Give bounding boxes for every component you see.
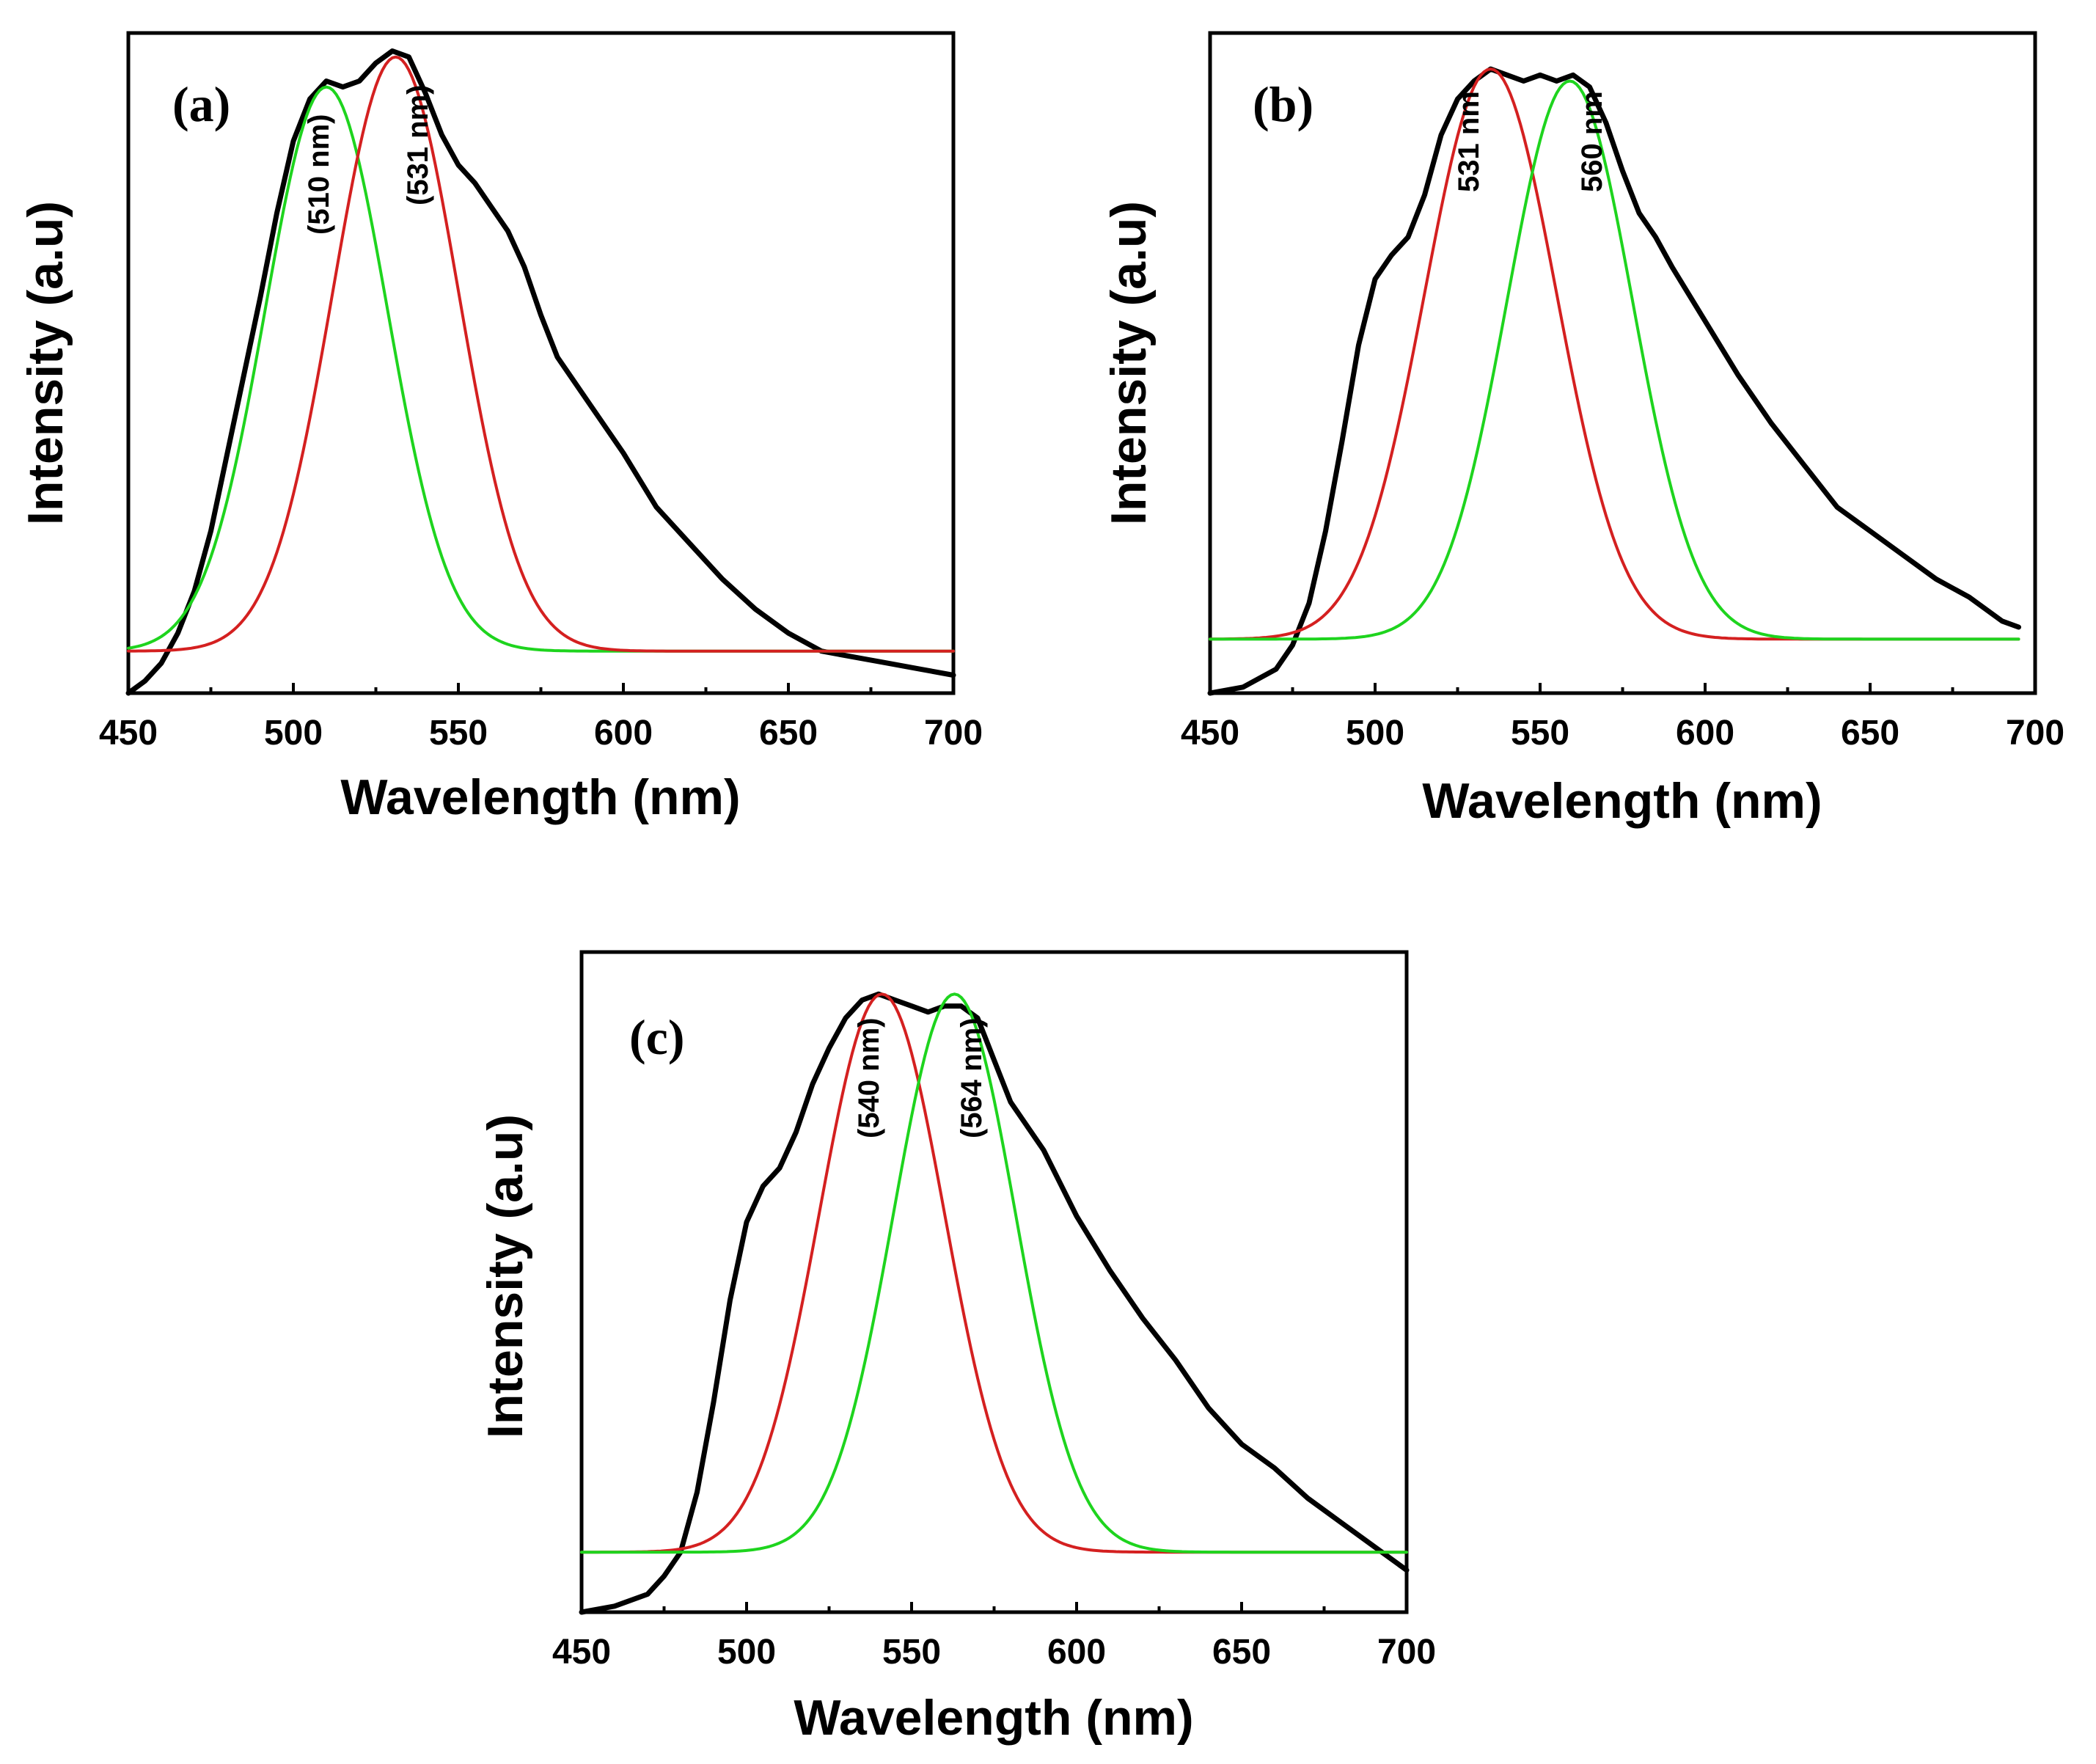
series-line-gaussian-fit-510-nm (127, 85, 955, 653)
x-tick-label: 500 (717, 1633, 776, 1672)
peak-label-2: (564 nm) (956, 1018, 988, 1139)
x-tick-label: 600 (594, 714, 653, 753)
series-line-gaussian-fit-531-nm (127, 55, 955, 653)
series-line-measured-pl (1207, 66, 2021, 696)
panel-a: 450 500 550 600 650 700 (a) (510 nm) (531 nm)… (18, 31, 983, 825)
y-axis-title: Intensity (a.u) (1101, 201, 1157, 525)
x-tick-label: 650 (759, 714, 818, 753)
series-line-gaussian-fit-564-nm (580, 992, 1408, 1554)
peak-label-2: 560 nm (1576, 91, 1608, 192)
x-tick-label: 550 (1511, 714, 1569, 753)
x-tick-label: 650 (1841, 714, 1899, 753)
series-line-measured-pl (125, 48, 956, 696)
peak-label-2: (531 nm) (402, 85, 434, 206)
series-layer (1207, 66, 2021, 696)
peak-label-1: 531 nm (1453, 91, 1485, 192)
panel-c: 450 500 550 600 650 700 (c) (540 nm) (564 nm)… (477, 950, 1436, 1746)
x-tick-label: 500 (264, 714, 323, 753)
plot-frame (1208, 31, 2037, 695)
panel-b: 450 500 550 600 650 700 (b) 531 nm 560 nm Wav… (1101, 31, 2064, 829)
x-axis-title: Wavelength (nm) (794, 1690, 1193, 1746)
x-tick-label: 600 (1676, 714, 1734, 753)
x-tick-label: 500 (1346, 714, 1404, 753)
peak-label-1: (510 nm) (303, 114, 335, 235)
x-tick-label: 650 (1212, 1633, 1271, 1672)
panel-label: (c) (629, 1009, 684, 1065)
x-axis-title: Wavelength (nm) (1422, 773, 1822, 829)
plot-frame (579, 950, 1409, 1614)
series-line-gaussian-fit-540-nm (580, 992, 1408, 1554)
x-tick-label: 550 (882, 1633, 941, 1672)
x-tick-label: 700 (924, 714, 983, 753)
y-axis-title: Intensity (a.u) (18, 201, 73, 525)
x-tick-label: 450 (552, 1633, 611, 1672)
x-tick-label: 700 (1377, 1633, 1436, 1672)
x-tick-label: 450 (1181, 714, 1239, 753)
series-line-measured-pl (579, 991, 1410, 1615)
peak-label-1: (540 nm) (853, 1018, 885, 1139)
x-tick-label: 600 (1047, 1633, 1106, 1672)
y-axis-title: Intensity (a.u) (477, 1114, 533, 1438)
plot-frame (126, 31, 956, 695)
panel-label: (b) (1253, 76, 1313, 132)
x-ticks: 450 500 550 600 650 700 (1181, 683, 2064, 753)
x-axis-title: Wavelength (nm) (340, 769, 740, 825)
series-layer (125, 48, 956, 696)
x-ticks: 450 500 550 600 650 700 (99, 683, 983, 753)
panel-label: (a) (172, 76, 230, 132)
series-line-gaussian-fit-560-nm (1209, 79, 2020, 641)
x-tick-label: 450 (99, 714, 158, 753)
series-layer (579, 991, 1410, 1615)
x-tick-label: 550 (429, 714, 488, 753)
x-ticks: 450 500 550 600 650 700 (552, 1602, 1436, 1672)
x-tick-label: 700 (2006, 714, 2064, 753)
